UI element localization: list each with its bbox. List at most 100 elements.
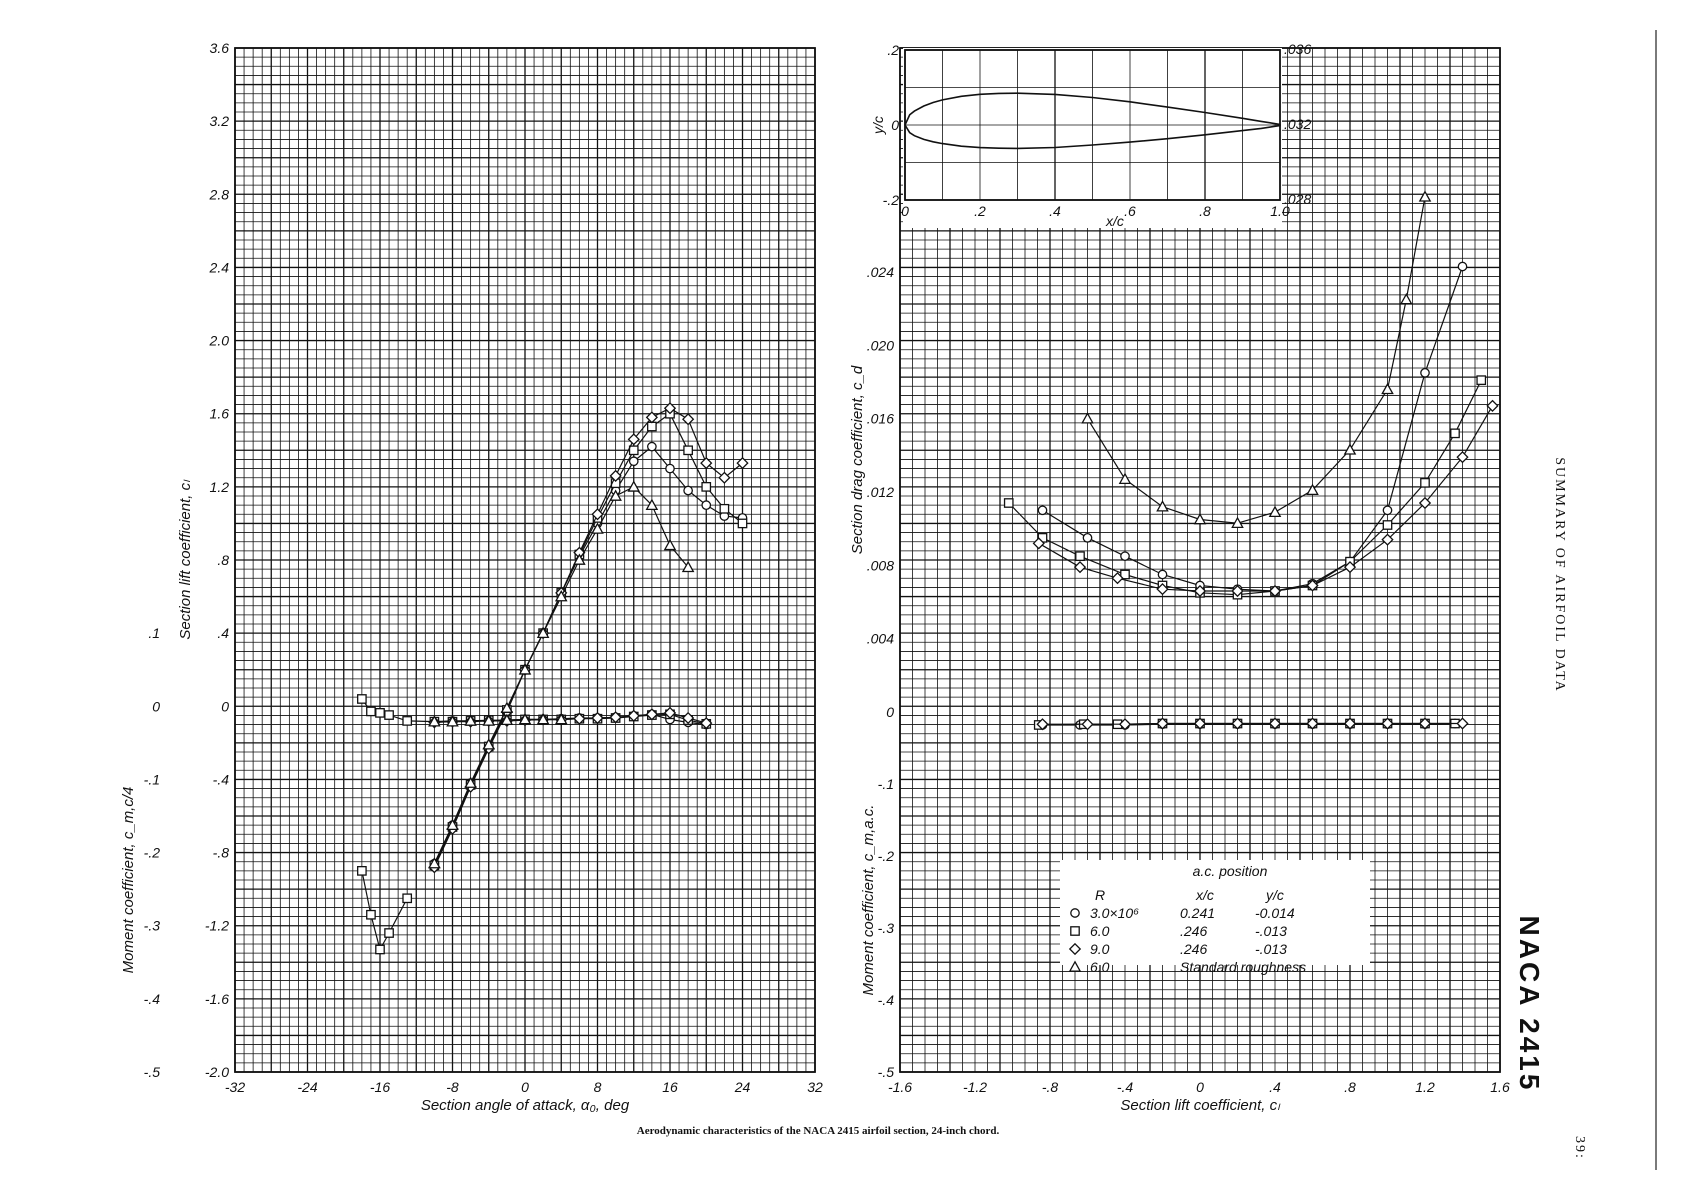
x-tick-label: .6 [1124, 203, 1136, 219]
cd-series-circle-point [1420, 367, 1430, 378]
cm-series-diamond-point [1306, 717, 1319, 730]
y-tick-label: .2 [887, 42, 899, 58]
cl-series-triangle-point [518, 663, 532, 675]
cm-series-diamond-line [1042, 722, 1463, 725]
cl-tick-label: -1.6 [205, 991, 229, 1007]
cd-series-diamond-point [1032, 537, 1045, 550]
cl-series-triangle-point [464, 776, 477, 788]
x-tick-label: -.4 [1117, 1079, 1134, 1095]
cl-series-diamond-point [591, 508, 604, 521]
cl-series-square-low-point [384, 928, 394, 938]
cd-tick-label: .024 [867, 264, 894, 280]
lift-moment-plot: -32 -24 -16 -8 0 8 16 24 32 -2.0 -1.6 -1.2 -.8 -.4 0 .4… [120, 40, 823, 1114]
legend-xc: .246 [1180, 923, 1207, 939]
cd-series-triangle-point [1193, 512, 1207, 525]
legend-backdrop [1060, 860, 1370, 965]
cm-series-diamond-point [663, 706, 677, 719]
x-tick-label: 32 [807, 1079, 823, 1095]
cl-series-triangle-point [609, 489, 622, 501]
cd-series-diamond-point [1306, 579, 1319, 592]
x-tick-label: .4 [1269, 1079, 1281, 1095]
cd-series-triangle-point [1399, 292, 1413, 305]
cm-series-triangle-point [464, 714, 477, 726]
cd-series-triangle-point [1081, 412, 1094, 424]
cl-series-triangle-point [482, 738, 496, 750]
cd-series-diamond-point [1456, 451, 1469, 464]
cd-tick-label: .012 [867, 484, 894, 500]
cd-series-triangle-point [1418, 190, 1432, 202]
cd-series-triangle-point [1343, 443, 1357, 455]
cd-series-square-point [1075, 551, 1085, 562]
x-tick-label: 1.2 [1415, 1079, 1435, 1095]
x-tick-label: 0 [521, 1079, 529, 1095]
cl-tick-label: 0 [221, 698, 229, 714]
x-tick-label: -16 [370, 1079, 390, 1095]
cm-series-square-point [375, 708, 385, 718]
right-tick-label: .036 [1284, 41, 1311, 57]
legend-col-xc: x/c [1195, 887, 1214, 903]
cd-series-triangle-point [1306, 483, 1319, 496]
cd-axis-label: Section drag coefficient, c_d [849, 365, 866, 554]
cm-series-square-point [402, 716, 413, 726]
cd-series-circle-point [1157, 569, 1168, 580]
side-title: SUMMARY OF AIRFOIL DATA [1552, 457, 1567, 693]
x-tick-label: 0 [901, 203, 909, 219]
legend-marker-square [1070, 926, 1080, 936]
cd-tick-label: 0 [886, 704, 894, 720]
x-tick-label: 16 [662, 1079, 678, 1095]
legend-xc: .246 [1180, 941, 1207, 957]
cm-series-diamond-point [1036, 718, 1049, 731]
cl-series-triangle-point [428, 857, 441, 869]
cm-series-diamond-point [1381, 717, 1394, 730]
legend-yc: -.013 [1255, 923, 1287, 939]
airfoil-outline [904, 92, 1281, 150]
x-tick-label: 1.6 [1490, 1079, 1510, 1095]
cd-series-diamond-point [1156, 583, 1169, 596]
cl-series-diamond-point [682, 413, 695, 426]
legend-r: 9.0 [1090, 941, 1110, 957]
cd-series-circle-point [1457, 261, 1468, 272]
cm-tick-label: -.4 [144, 991, 161, 1007]
x-tick-label: -24 [297, 1079, 317, 1095]
cl-series-square-low-point [375, 944, 385, 955]
cm-series-diamond-point [1418, 717, 1432, 730]
cm-series-triangle-point [446, 715, 459, 727]
cl-tick-label: 2.0 [209, 333, 230, 349]
cd-series-diamond-point [1073, 561, 1087, 574]
cl-series-square-point [719, 503, 730, 514]
x-tick-label: -1.2 [963, 1079, 987, 1095]
cm-series-diamond-point [682, 711, 695, 725]
y-axis-label: y/c [870, 116, 886, 135]
cm-series-diamond-point [1118, 718, 1132, 731]
cl-series-circle-point [701, 500, 712, 510]
x-tick-label: 0 [1196, 1079, 1204, 1095]
cd-series-diamond-point [1381, 533, 1394, 546]
cl-tick-label: 3.2 [210, 113, 230, 129]
cm-series-diamond-point [1156, 717, 1169, 730]
cm-series-diamond-point [1193, 717, 1207, 730]
cl-axis-label: Section lift coefficient, cₗ [177, 479, 194, 640]
cl-series-diamond-point [663, 402, 677, 415]
cd-series-diamond-point [1111, 572, 1124, 585]
cl-series-square-low-point [366, 909, 376, 920]
cm-tick-label: -.3 [144, 918, 161, 934]
cl-series-triangle-point [663, 538, 677, 551]
cm-series-diamond-point [1456, 717, 1469, 730]
cl-series-triangle-point [536, 626, 550, 638]
cl-series-diamond-point [700, 456, 713, 470]
cl-series-triangle-point [681, 560, 695, 573]
cd-tick-label: .020 [867, 337, 894, 353]
cd-series-circle-point [1037, 505, 1048, 516]
cl-series-triangle-point [645, 498, 659, 510]
cm-tick-label: -.3 [878, 920, 895, 936]
legend-header: a.c. position [1193, 863, 1268, 879]
cm-tick-label: -.1 [878, 776, 894, 792]
cl-series-triangle-point [573, 553, 586, 565]
cm-series-triangle-point [518, 712, 532, 725]
legend-yc: -0.014 [1255, 905, 1295, 921]
cd-series-circle-point [1120, 551, 1130, 562]
x-tick-label: 24 [734, 1079, 751, 1095]
cd-series-diamond-point [1343, 561, 1357, 574]
cl-series-triangle-point [446, 818, 459, 830]
